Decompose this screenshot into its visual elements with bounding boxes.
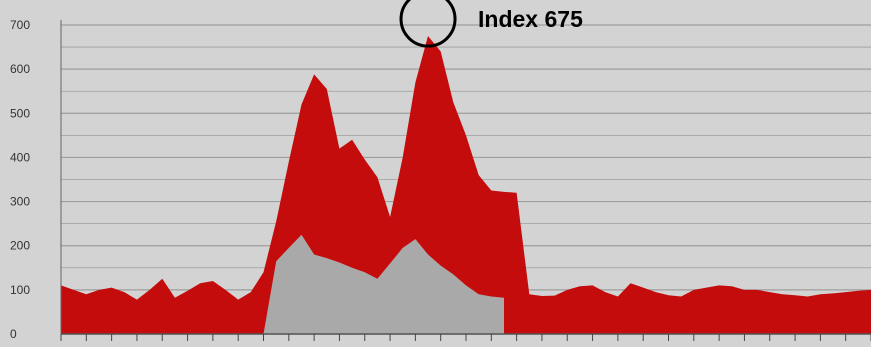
- y-tick-label: 400: [10, 150, 30, 164]
- y-tick-label: 300: [10, 195, 30, 209]
- y-tick-label: 500: [10, 106, 30, 120]
- annotation-circle: [399, 0, 457, 48]
- y-tick-label: 200: [10, 239, 30, 253]
- y-tick-label: 0: [10, 327, 17, 341]
- axes: 0 100 200 300 400 500 600 700: [10, 18, 871, 341]
- plot-areas: [61, 36, 871, 334]
- y-tick-label: 100: [10, 283, 30, 297]
- y-tick-label: 700: [10, 18, 30, 32]
- series-1-area: [61, 36, 871, 334]
- y-tick-label: 600: [10, 62, 30, 76]
- series-2-area: [263, 234, 504, 334]
- annotation-label: Index 675: [478, 6, 583, 32]
- annotation: Index 675: [399, 0, 583, 48]
